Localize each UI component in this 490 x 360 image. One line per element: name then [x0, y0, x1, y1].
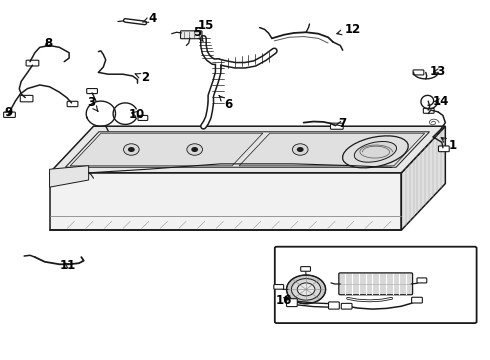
Circle shape [128, 147, 135, 152]
FancyBboxPatch shape [20, 95, 33, 102]
FancyBboxPatch shape [3, 112, 15, 117]
FancyBboxPatch shape [180, 31, 202, 39]
FancyBboxPatch shape [439, 146, 449, 152]
Text: 4: 4 [143, 12, 156, 25]
Circle shape [356, 144, 371, 155]
FancyBboxPatch shape [331, 123, 343, 129]
Text: 13: 13 [430, 65, 446, 78]
Circle shape [287, 275, 326, 304]
FancyBboxPatch shape [274, 284, 284, 289]
FancyBboxPatch shape [287, 299, 297, 307]
Circle shape [123, 144, 139, 155]
Text: 2: 2 [135, 71, 149, 84]
Polygon shape [49, 166, 89, 187]
Ellipse shape [354, 141, 396, 162]
Polygon shape [65, 132, 430, 167]
Text: 15: 15 [195, 19, 214, 32]
Circle shape [297, 283, 315, 296]
Polygon shape [401, 126, 445, 230]
Polygon shape [70, 133, 263, 166]
FancyBboxPatch shape [138, 116, 148, 121]
Text: 14: 14 [432, 95, 449, 108]
Circle shape [360, 147, 367, 152]
Circle shape [191, 147, 198, 152]
FancyBboxPatch shape [413, 70, 424, 75]
Text: 16: 16 [276, 294, 292, 307]
FancyBboxPatch shape [339, 273, 413, 295]
FancyBboxPatch shape [301, 267, 311, 271]
Text: 6: 6 [219, 96, 232, 111]
FancyBboxPatch shape [412, 297, 422, 303]
Circle shape [187, 144, 202, 155]
Text: 7: 7 [336, 117, 347, 130]
FancyBboxPatch shape [87, 89, 98, 94]
Text: 5: 5 [193, 26, 203, 41]
FancyBboxPatch shape [423, 108, 434, 113]
Ellipse shape [343, 136, 408, 168]
Polygon shape [49, 126, 445, 173]
Circle shape [292, 279, 321, 300]
FancyBboxPatch shape [67, 101, 78, 107]
Text: 11: 11 [60, 259, 76, 272]
Text: 8: 8 [45, 36, 53, 50]
Text: 12: 12 [337, 23, 361, 36]
FancyBboxPatch shape [341, 303, 352, 309]
Text: 1: 1 [441, 138, 457, 152]
Text: 9: 9 [4, 106, 12, 119]
FancyBboxPatch shape [26, 60, 39, 66]
Text: 10: 10 [128, 108, 145, 121]
FancyBboxPatch shape [417, 278, 427, 283]
Polygon shape [239, 133, 425, 166]
FancyBboxPatch shape [329, 302, 339, 309]
Circle shape [293, 144, 308, 155]
Polygon shape [49, 173, 401, 230]
Text: 3: 3 [87, 96, 98, 111]
FancyBboxPatch shape [275, 247, 477, 323]
Circle shape [297, 147, 304, 152]
